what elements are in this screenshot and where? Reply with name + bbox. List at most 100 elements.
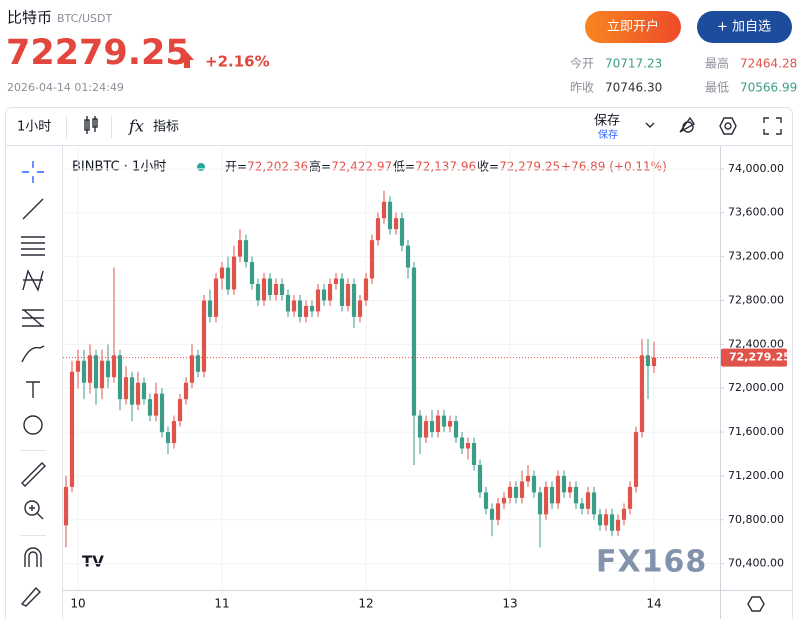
fullscreen-icon[interactable] [763,117,782,135]
candle-body [327,284,333,301]
candle-body [63,486,69,526]
lock-tool[interactable] [20,586,41,607]
candle-body [465,443,471,449]
candle-body [573,486,579,504]
candle-body [525,475,531,482]
candle-type-icon[interactable] [84,116,98,134]
x-tick-label: 14 [646,597,661,611]
legend-symbol: BINBTC · 1小时 [72,160,166,175]
y-tick-label: 71,600.00 [728,425,784,438]
alert-icon[interactable] [679,116,695,133]
candle-body [69,371,75,487]
candle-body [81,360,87,383]
candle-body [147,399,153,416]
fib-tool[interactable] [21,236,45,256]
candle-body [267,278,273,295]
candle-body [435,415,441,433]
y-tick-label: 72,000.00 [728,381,784,394]
candle-body [195,355,201,372]
candle-body [405,245,411,268]
candle-body [633,432,639,487]
legend-value: 72,422.97 [331,160,392,174]
candle-body [567,486,573,493]
save[interactable]: 保存 [594,114,620,129]
open-account-button[interactable] [585,11,681,43]
candle-body [549,486,555,504]
y-tick-label: 70,400.00 [728,557,784,570]
candle-body [651,357,657,366]
candle-body [363,278,369,301]
candle-body [423,421,429,438]
candle-body [159,393,165,433]
fx-icon[interactable]: fx [128,117,144,136]
candle-body [603,514,609,526]
candle-body [477,464,483,493]
legend-change: +76.89 (+0.11%) [561,160,667,174]
stat-label: 最高 [705,56,729,71]
candle-body [117,355,123,400]
candle-body [519,481,525,498]
candle-body [369,240,375,279]
watchlist-label[interactable]: + 加自选 [717,20,771,35]
settings-icon[interactable] [719,117,737,135]
zoom-tool[interactable] [24,500,40,516]
x-tick-label: 10 [70,597,85,611]
text-tool[interactable] [26,381,40,398]
chevron[interactable] [645,122,655,128]
candle-body [255,284,261,301]
candle-body [111,355,117,378]
candle-body [501,497,507,504]
candle-body [279,284,285,295]
x-tick-label: 12 [358,597,373,611]
candle-body [351,284,357,317]
stat-value: 70746.30 [605,81,662,95]
interval[interactable]: 1小时 [17,120,51,135]
y-tick-label: 74,000.00 [728,162,784,175]
candle-body [585,492,591,509]
candle-body [135,382,141,405]
legend-label: 低= [393,160,415,174]
emoji-tool[interactable] [23,415,43,435]
pattern-tool[interactable] [22,269,44,292]
candle-body [225,267,231,290]
tv-logo: TV [82,553,104,571]
candle-body [75,360,81,372]
stat-label: 昨收 [570,81,594,95]
plot: 70,400.00 70,800.00 71,200.00 71,600.00 72,0… [63,148,791,611]
candle-body [129,377,135,405]
x-tick-label: 13 [502,597,517,611]
stat-value: 72464.28 [740,57,797,71]
magnet-tool[interactable] [24,547,42,567]
line-tool[interactable] [22,198,44,220]
indicators[interactable]: 指标 [153,120,179,135]
candle-body [345,284,351,306]
candle-body [339,278,345,306]
axis-settings-icon[interactable] [747,596,765,612]
brush-tool[interactable] [21,345,45,363]
candle-body [483,492,489,509]
candle-body [213,278,219,317]
candle-body [609,514,615,531]
measure-tool[interactable] [21,462,46,487]
drawing-tools [20,161,46,607]
y-tick-label: 73,200.00 [728,250,784,263]
candle-body [441,415,447,427]
open-account-label[interactable]: 立即开户 [607,19,659,35]
legend-value: 72,279.25 [499,160,560,174]
settings-dot [724,122,732,130]
candle-body [387,201,393,230]
candle-body [615,519,621,531]
legend-fields: 开= 72,202.36 高= 72,422.97 低= 72,137.96 收= 72,27… [225,159,560,174]
candle-body [249,262,255,284]
crosshair-tool[interactable] [22,161,44,183]
candle-body [621,508,627,520]
candle-body [297,300,303,317]
candle-body [273,284,279,295]
watchlist-button[interactable] [697,11,792,43]
datetime: 2026-04-14 01:24:49 [7,81,124,94]
legend-label: 高= [309,159,331,174]
projection-tool[interactable] [22,309,44,327]
y-tick-label: 71,200.00 [728,469,784,482]
asset-name: 比特币 [7,9,52,27]
candle-body [393,218,399,230]
